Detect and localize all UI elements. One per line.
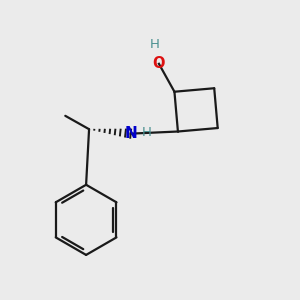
Text: O: O: [153, 56, 165, 71]
Text: N: N: [124, 126, 137, 141]
Text: H: H: [149, 38, 159, 51]
Text: H: H: [142, 126, 152, 139]
